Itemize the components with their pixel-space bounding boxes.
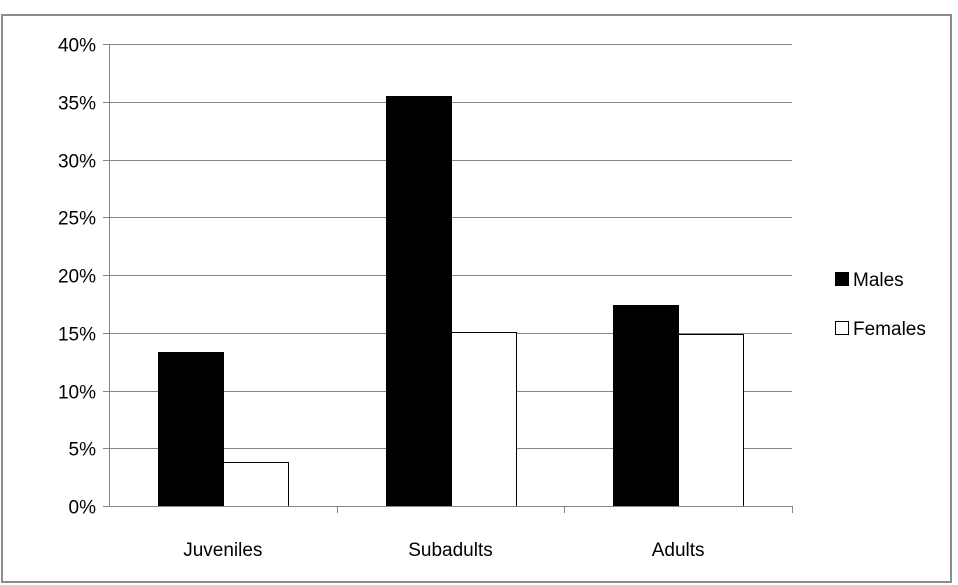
legend-swatch-females xyxy=(835,321,849,335)
legend: Males Females xyxy=(835,270,926,340)
bar-males-juveniles xyxy=(158,352,224,507)
bar-females-juveniles xyxy=(223,462,289,507)
y-tick-label: 10% xyxy=(58,383,96,404)
y-tick-label: 5% xyxy=(69,440,97,461)
legend-swatch-males xyxy=(835,272,849,286)
y-tick-label: 0% xyxy=(69,498,97,519)
x-tick-label: Adults xyxy=(652,540,705,561)
bar-males-adults xyxy=(613,305,679,507)
axes xyxy=(103,44,793,513)
y-tick-label: 15% xyxy=(58,325,96,346)
y-tick-labels: 0% 5% 10% 15% 20% 25% 30% 35% 40% xyxy=(58,36,96,519)
x-tick-label: Juveniles xyxy=(183,540,262,561)
bars xyxy=(158,96,744,507)
y-tick-label: 35% xyxy=(58,94,96,115)
bar-males-subadults xyxy=(386,96,452,507)
y-tick-label: 40% xyxy=(58,36,96,57)
y-tick-label: 30% xyxy=(58,152,96,173)
y-tick-label: 20% xyxy=(58,267,96,288)
legend-label-males: Males xyxy=(853,270,904,291)
bar-females-subadults xyxy=(451,332,517,507)
y-tick-label: 25% xyxy=(58,209,96,230)
x-tick-labels: Juveniles Subadults Adults xyxy=(183,540,704,561)
legend-label-females: Females xyxy=(853,319,926,340)
x-tick-label: Subadults xyxy=(408,540,493,561)
bar-females-adults xyxy=(678,334,744,507)
